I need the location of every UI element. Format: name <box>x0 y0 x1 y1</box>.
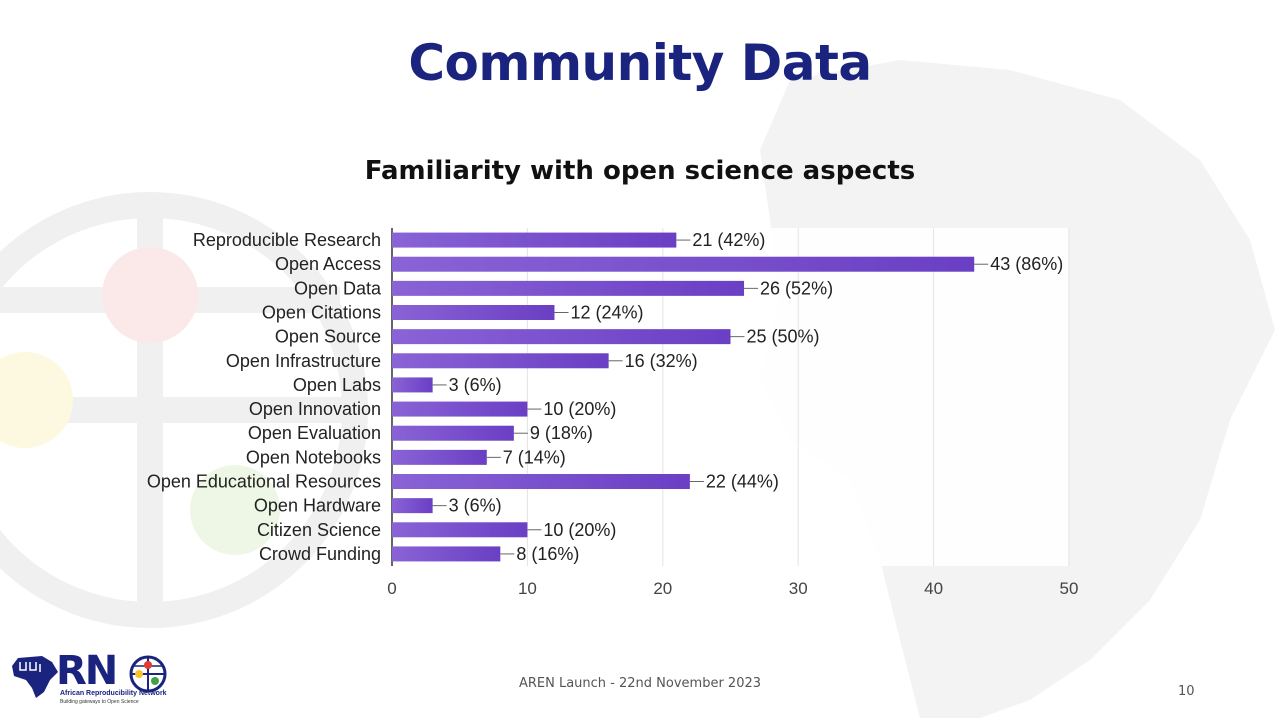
globe-icon <box>129 655 167 693</box>
bar <box>392 449 487 465</box>
category-label: Open Infrastructure <box>226 351 381 371</box>
footer-text: AREN Launch - 22nd November 2023 <box>518 676 762 691</box>
category-label: Open Labs <box>293 375 381 395</box>
x-tick-label: 10 <box>518 579 537 598</box>
category-label: Open Evaluation <box>248 423 381 443</box>
data-label: 3 (6%) <box>449 375 502 395</box>
x-tick-label: 30 <box>789 579 808 598</box>
bar <box>392 401 528 417</box>
bar <box>392 522 528 538</box>
data-label: 26 (52%) <box>760 278 833 298</box>
category-label: Open Innovation <box>249 399 381 419</box>
data-label: 10 (20%) <box>543 399 616 419</box>
red-dot-watermark <box>102 247 198 343</box>
category-label: Open Notebooks <box>246 447 381 467</box>
data-label: 10 (20%) <box>543 520 616 540</box>
x-tick-label: 0 <box>387 579 396 598</box>
data-label: 43 (86%) <box>990 254 1063 274</box>
x-tick-label: 20 <box>653 579 672 598</box>
data-label: 3 (6%) <box>449 496 502 516</box>
logo-network-name: African Reproducibility Network <box>60 690 167 697</box>
category-label: Open Access <box>275 254 381 274</box>
data-label: 16 (32%) <box>625 351 698 371</box>
bar <box>392 305 555 320</box>
category-label: Crowd Funding <box>259 544 381 564</box>
data-label: 21 (42%) <box>692 230 765 250</box>
africa-network-logo-icon <box>12 656 58 698</box>
category-label: Reproducible Research <box>193 230 381 250</box>
data-label: 9 (18%) <box>530 423 593 443</box>
bar <box>392 498 433 514</box>
bar <box>392 377 433 393</box>
chart-title: Familiarity with open science aspects <box>364 156 916 186</box>
data-label: 22 (44%) <box>706 472 779 492</box>
bar <box>392 256 975 272</box>
category-label: Open Hardware <box>254 496 381 516</box>
bar <box>392 474 690 489</box>
bar <box>392 425 514 441</box>
data-label: 8 (16%) <box>516 544 579 564</box>
category-label: Open Source <box>275 327 381 347</box>
data-label: 12 (24%) <box>570 303 643 323</box>
category-label: Open Data <box>294 278 382 298</box>
green-dot-watermark <box>190 465 280 555</box>
logo-tagline: Building gateways to Open Science <box>60 699 139 705</box>
category-label: Open Educational Resources <box>147 472 381 492</box>
data-label: 25 (50%) <box>747 327 820 347</box>
x-tick-label: 40 <box>924 579 943 598</box>
bar <box>392 329 731 345</box>
bar <box>392 546 501 562</box>
page-number: 10 <box>1178 684 1195 699</box>
bar <box>392 353 609 369</box>
bar <box>392 280 745 296</box>
slide-title: Community Data <box>408 34 872 92</box>
bar <box>392 232 677 248</box>
x-tick-label: 50 <box>1060 579 1079 598</box>
data-label: 7 (14%) <box>503 447 566 467</box>
category-label: Citizen Science <box>257 520 381 540</box>
aren-logo: RN African Reproducibility Network Build… <box>8 648 168 708</box>
yellow-dot-watermark <box>0 352 73 448</box>
category-label: Open Citations <box>262 303 381 323</box>
logo-letters: RN <box>56 648 118 694</box>
